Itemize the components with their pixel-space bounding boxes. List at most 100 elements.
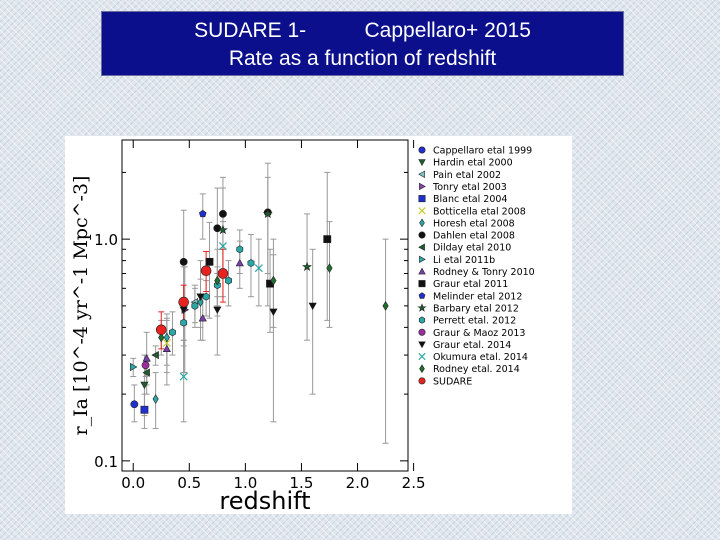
legend-label-13: Barbary etal 2012 <box>433 303 519 314</box>
legend-label-15: Graur & Maoz 2013 <box>433 328 525 339</box>
point-s6-p1 <box>163 332 170 343</box>
point-s10-p0 <box>142 354 151 362</box>
legend-marker-15-shape <box>418 328 426 336</box>
point-s8-p1-shape <box>151 350 159 360</box>
point-s11-p0-shape <box>205 257 214 266</box>
point-s10-p3 <box>235 258 244 267</box>
point-s10-p1 <box>162 344 171 353</box>
legend-label-4: Blanc etal 2004 <box>433 194 507 205</box>
point-s18-p0-shape <box>158 332 165 343</box>
point-s11-p2-shape <box>323 235 332 244</box>
legend-label-8: Dilday etal 2010 <box>433 243 511 254</box>
legend-marker-16 <box>418 341 426 349</box>
point-s10-p1-shape <box>162 344 171 353</box>
point-s13-p0-shape <box>218 224 228 235</box>
point-s5-p0 <box>162 338 171 348</box>
point-s6-p1-shape <box>163 332 170 343</box>
legend-label-6: Horesh etal 2008 <box>433 218 515 229</box>
point-s12-p0-shape <box>198 209 207 218</box>
point-s14-p2 <box>191 301 199 310</box>
point-s19-p3 <box>217 268 229 279</box>
point-s1-p0-shape <box>140 381 149 390</box>
point-s10-p0-shape <box>142 354 151 362</box>
point-s17-p0-shape <box>179 372 188 381</box>
legend-marker-10 <box>418 267 426 275</box>
point-s12-p0 <box>198 209 207 218</box>
point-s14-p0 <box>169 328 176 337</box>
legend-marker-9-shape <box>419 255 426 264</box>
legend-marker-1-shape <box>418 159 426 166</box>
point-s14-p6 <box>236 245 244 254</box>
point-s14-p1 <box>180 318 188 327</box>
point-s14-p5-shape <box>225 276 232 285</box>
point-s16-p2-shape <box>213 306 222 315</box>
point-s16-p3-shape <box>269 308 278 317</box>
legend-marker-17 <box>418 352 426 361</box>
point-s4-p0 <box>140 405 149 414</box>
legend-marker-7 <box>418 231 426 239</box>
legend-label-9: Li etal 2011b <box>433 255 495 266</box>
point-s14-p7-shape <box>247 259 255 268</box>
slide-title-line-1: SUDARE 1- Cappellaro+ 2015 <box>194 19 531 42</box>
point-s18-p2-shape <box>270 275 277 286</box>
legend-marker-0 <box>418 146 426 154</box>
point-s16-p1 <box>196 293 205 301</box>
rate-figure: 0.1 1.0 0.0 0.5 1.0 1.5 2.0 2.5 redshift r_Ia [10… <box>65 136 572 514</box>
point-s4-p0-shape <box>140 405 149 414</box>
point-s16-p3 <box>269 308 278 317</box>
x-tick-label-0: 0.0 <box>121 474 145 492</box>
point-s14-p6-shape <box>236 245 244 254</box>
point-s6-p2 <box>197 297 204 307</box>
point-s13-p1 <box>262 208 273 219</box>
legend-marker-8 <box>418 243 425 251</box>
point-s0-p0 <box>130 400 139 409</box>
point-s14-p1-shape <box>180 318 188 327</box>
legend-marker-11-shape <box>418 280 426 288</box>
legend-marker-7-shape <box>418 231 426 239</box>
x-tick-label-4: 2.0 <box>346 474 370 492</box>
point-s11-p0 <box>205 257 214 266</box>
legend-marker-13 <box>417 303 427 312</box>
point-s13-p2 <box>302 261 312 272</box>
legend-marker-16-shape <box>418 341 426 349</box>
legend-marker-19-shape <box>418 377 426 385</box>
point-s5-p0-shape <box>162 338 171 348</box>
point-s16-p2 <box>213 306 222 315</box>
legend-marker-17-shape <box>418 352 426 361</box>
legend-marker-2-shape <box>418 170 425 179</box>
slide-title-line-2: Rate as a function of redshift <box>228 47 497 70</box>
point-s17-p0 <box>179 372 188 381</box>
legend-label-12: Melinder etal 2012 <box>433 291 522 302</box>
point-s17-p1-shape <box>218 242 227 251</box>
legend-marker-3-shape <box>419 182 426 191</box>
point-s18-p0 <box>158 332 165 343</box>
legend-label-7: Dahlen etal 2008 <box>433 231 515 242</box>
point-s9-p0-shape <box>130 362 138 372</box>
legend-marker-12-shape <box>418 292 426 299</box>
point-s7-p0-shape <box>179 257 188 266</box>
legend-label-16: Graur etal. 2014 <box>433 340 511 351</box>
point-s7-p2 <box>219 209 227 218</box>
slide-title: SUDARE 1- Cappellaro+ 2015 Rate as a fun… <box>101 11 624 76</box>
legend-marker-6-shape <box>419 218 425 228</box>
point-s19-p0 <box>155 324 167 336</box>
legend-label-10: Rodney & Tonry 2010 <box>433 267 535 278</box>
legend-marker-19 <box>418 377 426 385</box>
point-s14-p5 <box>225 276 232 285</box>
point-s19-p1-shape <box>178 296 189 308</box>
legend-label-3: Tonry etal 2003 <box>432 182 507 193</box>
legend-label-2: Pain etal 2002 <box>433 170 501 181</box>
y-axis-label: r_Ia [10^-4 yr^-1 Mpc^-3] <box>70 176 92 436</box>
legend-marker-9 <box>419 255 426 264</box>
legend-marker-1 <box>418 159 426 166</box>
legend-label-18: Rodney etal. 2014 <box>433 364 520 375</box>
point-s19-p2-shape <box>200 265 212 277</box>
point-s10-p2-shape <box>198 313 207 322</box>
y-tick-label-0: 0.1 <box>94 453 118 471</box>
legend-label-17: Okumura etal. 2014 <box>433 352 528 363</box>
point-s17-p2 <box>254 264 263 273</box>
point-s16-p4-shape <box>308 302 317 311</box>
legend-marker-10-shape <box>418 267 426 275</box>
legend-marker-11 <box>418 280 426 288</box>
legend-label-19: SUDARE <box>433 376 472 387</box>
